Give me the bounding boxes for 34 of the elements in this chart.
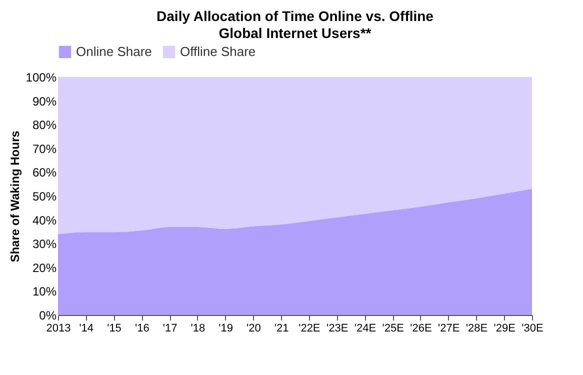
y-tick-label: 70% — [32, 142, 57, 156]
x-tick-label: '26E — [410, 322, 432, 334]
x-tick-label: '17 — [162, 322, 178, 334]
y-tick-label: 100% — [26, 70, 57, 84]
y-tick-label: 0% — [39, 308, 57, 322]
y-tick-label: 30% — [32, 237, 57, 252]
x-tick-label: '25E — [382, 322, 404, 334]
y-tick-label: 40% — [32, 213, 57, 228]
y-tick-label: 10% — [32, 284, 57, 299]
legend-label: Offline Share — [180, 44, 256, 59]
x-tick-label: '14 — [79, 322, 94, 334]
x-tick-label: '23E — [326, 322, 348, 334]
x-tick-label: '22E — [298, 322, 320, 334]
x-tick-label: '19 — [218, 322, 233, 334]
y-tick-label: 90% — [32, 94, 57, 108]
y-tick-label: 20% — [32, 260, 57, 275]
chart-title: Daily Allocation of Time Online vs. Offline — [156, 8, 434, 24]
x-tick-label: '15 — [107, 322, 122, 334]
y-tick-label: 50% — [32, 190, 57, 204]
legend-label: Online Share — [76, 44, 152, 59]
x-tick-label: '30E — [522, 322, 544, 334]
x-tick-label: '29E — [494, 322, 516, 334]
x-tick-label: 2013 — [46, 322, 71, 334]
x-tick-label: '24E — [354, 322, 376, 334]
x-tick-label: '21 — [274, 322, 289, 334]
y-tick-label: 60% — [32, 166, 57, 180]
x-tick-label: '18 — [190, 322, 206, 334]
chart-subtitle: Global Internet Users** — [218, 25, 372, 41]
x-tick-label: '16 — [134, 322, 150, 334]
y-tick-label: 80% — [32, 118, 57, 132]
y-axis-title: Share of Waking Hours — [8, 130, 22, 262]
x-tick-label: '27E — [438, 322, 460, 334]
x-tick-label: '20 — [246, 322, 261, 334]
x-tick-label: '28E — [466, 322, 488, 334]
